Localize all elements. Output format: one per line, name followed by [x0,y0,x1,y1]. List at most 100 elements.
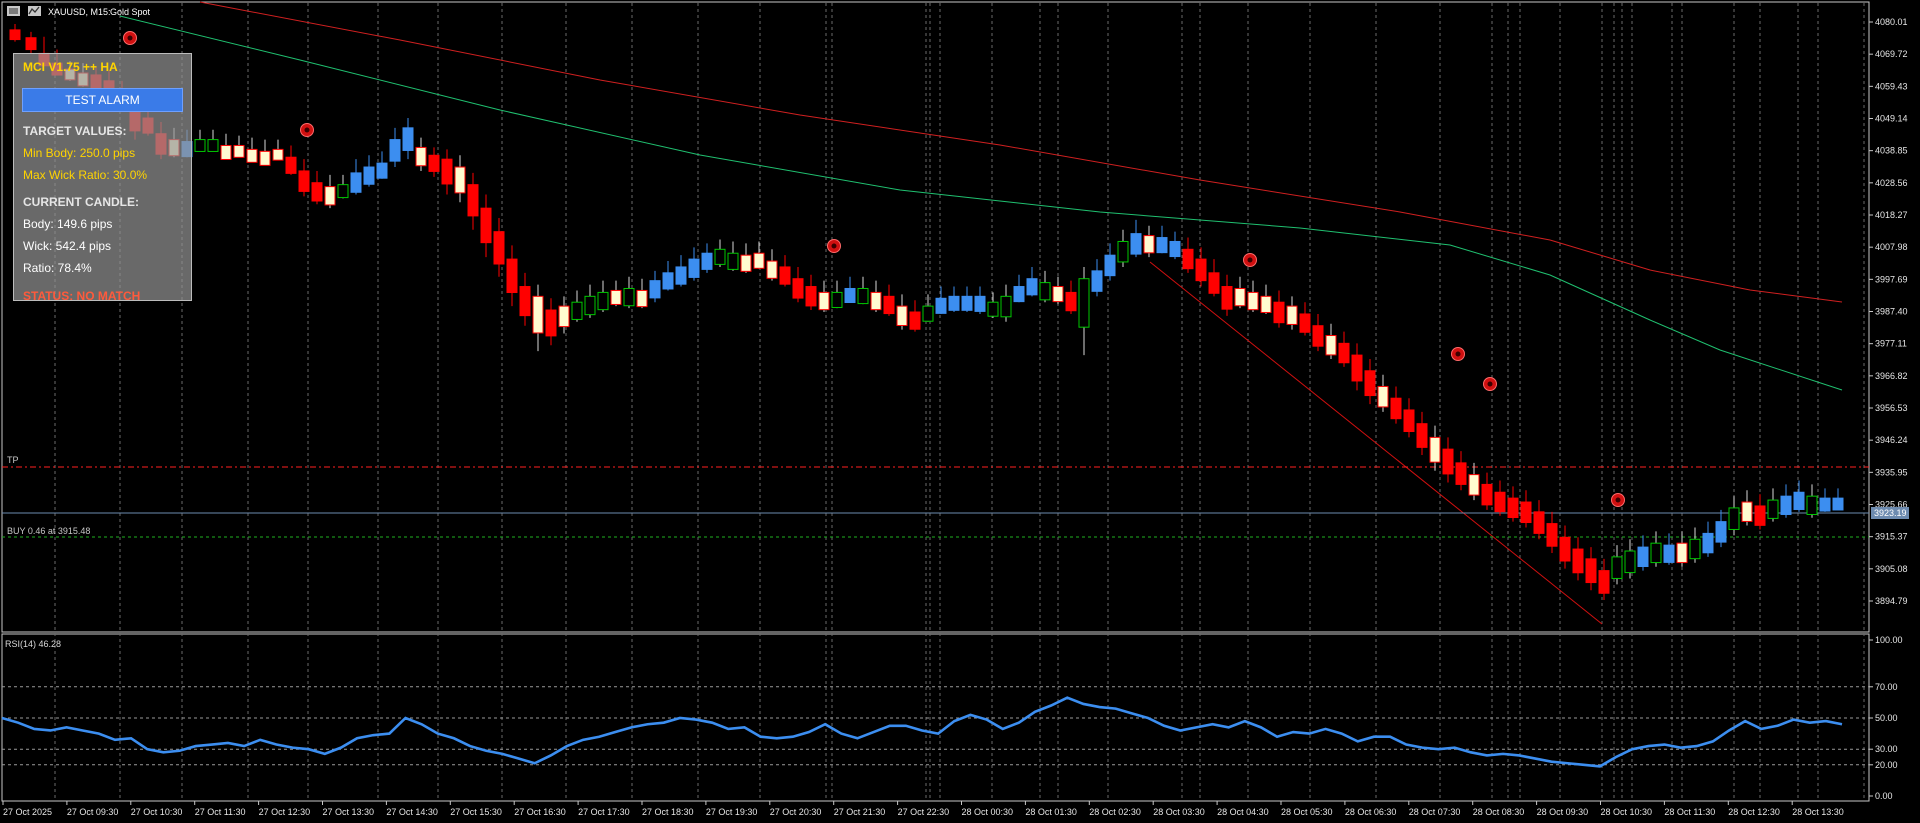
candle [1013,274,1025,303]
candle [909,300,921,332]
candle [1585,547,1597,591]
candle-body [1247,291,1259,311]
rsi-tick-label: 50.00 [1875,713,1898,723]
candle [1416,411,1428,456]
time-tick-label: 28 Oct 10:30 [1601,807,1653,817]
candle [1143,225,1155,258]
candle [870,280,882,312]
candle-body-value: Body: 149.6 pips [23,217,113,231]
candle-body [792,278,804,299]
price-tick-label: 3966.82 [1875,371,1908,381]
candle [454,155,466,203]
time-tick-label: 28 Oct 02:30 [1089,807,1141,817]
candle-body [1754,505,1766,526]
candle-body [1832,497,1844,511]
candle-body [714,248,726,265]
candle [636,278,648,309]
time-tick-label: 27 Oct 13:30 [323,807,375,817]
candle [272,139,284,161]
status-value: STATUS: NO MATCH [23,289,141,303]
candle [896,294,908,330]
vertical-grid [54,3,1865,800]
candle [9,24,21,42]
candle [1260,284,1272,314]
candle-body [883,295,895,315]
candle-body [428,154,440,172]
trend-line[interactable] [1149,261,1603,625]
candle-body [1481,483,1493,506]
candle-body [493,231,505,265]
candle-body [662,272,674,290]
candle-body [350,172,362,193]
candle-body [1416,423,1428,448]
signal-marker-icon [1483,377,1497,391]
candle [1390,386,1402,424]
candle-body [1195,258,1207,282]
signal-marker-dot [1455,351,1461,357]
candle [1364,359,1376,405]
candle [1078,266,1090,356]
candle [1676,531,1688,567]
candle-body [1208,272,1220,294]
rsi-tick-label: 20.00 [1875,760,1898,770]
candle-body [779,266,791,285]
candle-body [688,258,700,278]
candle-body [25,37,37,51]
candle-body [1572,548,1584,574]
price-tick-label: 3946.24 [1875,435,1908,445]
price-tick-label: 3977.11 [1875,339,1907,349]
candle [1572,537,1584,581]
candle-body [1819,497,1831,512]
candle [1611,545,1623,585]
candle-body [467,184,479,217]
candle-body [753,252,765,269]
candle-body [610,289,622,305]
time-tick-label: 28 Oct 12:30 [1728,807,1780,817]
time-tick-label: 27 Oct 18:30 [642,807,694,817]
time-tick-label: 28 Oct 11:30 [1664,807,1715,817]
candle [584,284,596,318]
candle-body [558,305,570,328]
candle [883,284,895,316]
candle-body [1221,286,1233,310]
candle-body [740,254,752,272]
candle [1377,374,1389,412]
time-tick-label: 27 Oct 21:30 [834,807,886,817]
candle [935,286,947,314]
time-tick-label: 28 Oct 04:30 [1217,807,1269,817]
test-alarm-button[interactable]: TEST ALARM [22,88,183,112]
candle-body [1598,570,1610,594]
candle [1312,313,1324,352]
candle [311,170,323,205]
candle-body [1403,409,1415,433]
candle [948,286,960,312]
signal-marker-icon [827,239,841,253]
candle [1156,225,1168,254]
candle-body [935,297,947,314]
buy-order-label: BUY 0.46 at 3915.48 [7,526,90,536]
slow-moving-average-line [199,1,1843,303]
price-tick-label: 3894.79 [1875,596,1908,606]
candle-body [1689,538,1701,560]
price-tick-label: 4049.14 [1875,114,1908,124]
candle [415,137,427,171]
time-tick-label: 28 Oct 13:30 [1792,807,1844,817]
signal-marker-icon [300,123,314,137]
fast-moving-average-line [119,15,1843,391]
candle [1299,302,1311,336]
candle [1429,425,1441,471]
signal-marker-dot [1615,497,1621,503]
time-tick-label: 27 Oct 09:30 [67,807,119,817]
candle-body [571,301,583,320]
candle [922,294,934,322]
candle [753,241,765,269]
candle [792,266,804,303]
candle [1481,472,1493,510]
candle [740,243,752,273]
candle [1533,500,1545,540]
rsi-line [1,696,1843,768]
candle-body [207,139,219,152]
candle-body [454,166,466,194]
